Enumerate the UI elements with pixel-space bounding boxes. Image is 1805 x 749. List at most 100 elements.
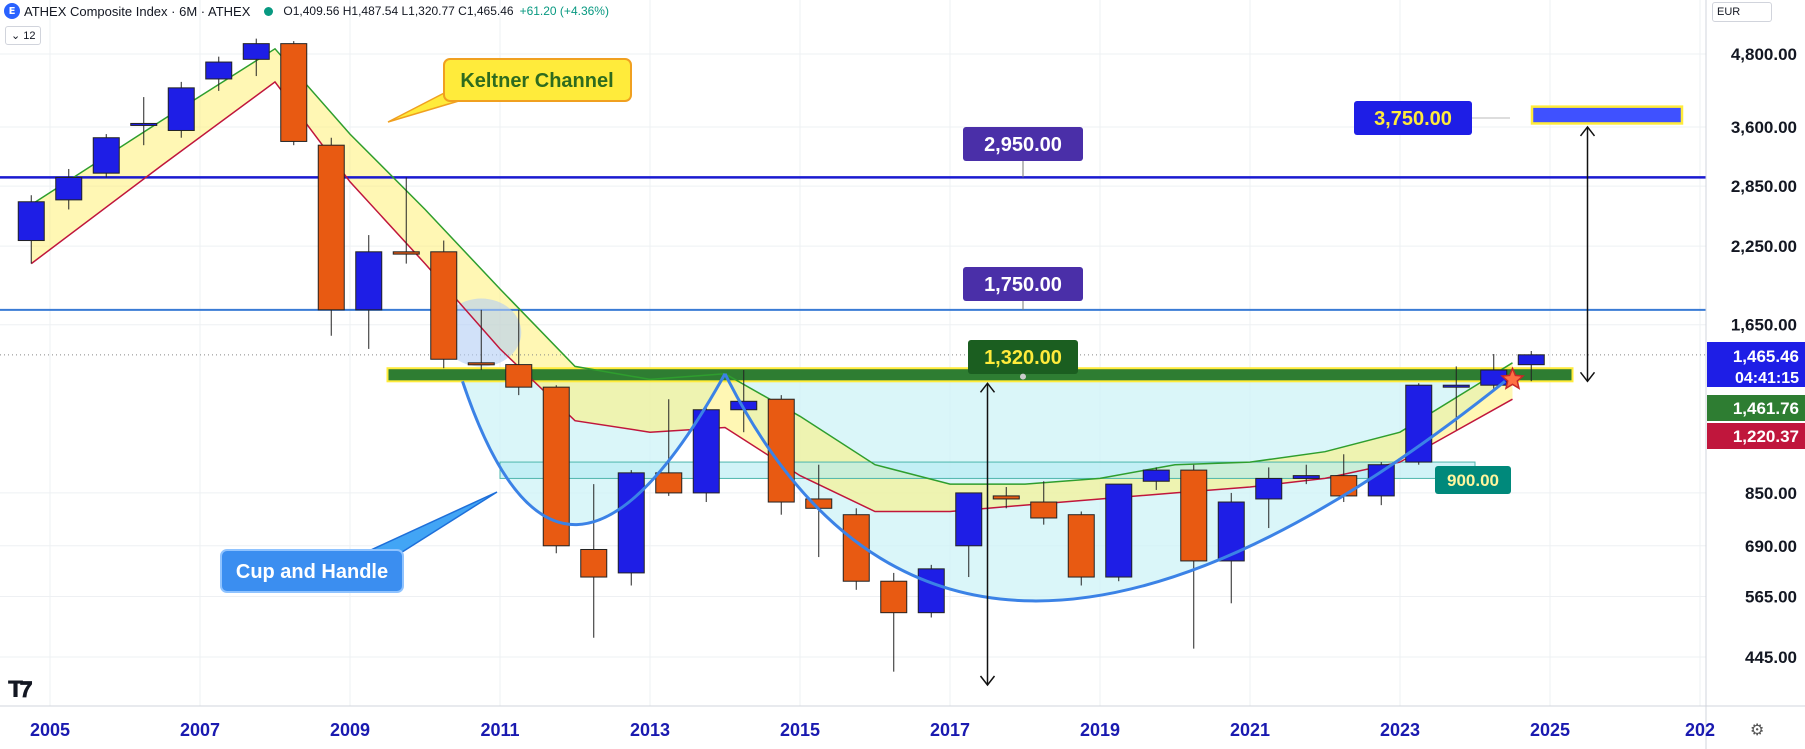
candle — [917, 564, 945, 618]
callout-box — [220, 549, 404, 593]
arrow-head-down — [979, 675, 996, 687]
price-tag-text: 1,465.46 — [1733, 347, 1799, 366]
candle — [580, 484, 608, 638]
candle-body — [355, 251, 383, 311]
candle — [55, 168, 83, 210]
candle — [1480, 354, 1508, 392]
x-tick-label: 2019 — [1080, 720, 1120, 740]
level-label-text: 2,950.00 — [984, 134, 1062, 156]
level-label-box — [1354, 101, 1472, 135]
candle — [17, 195, 45, 264]
x-tick-label: 2023 — [1380, 720, 1420, 740]
candle — [1030, 481, 1058, 525]
candle — [130, 97, 158, 146]
cup-right-curve — [723, 373, 1506, 603]
y-tick-label: 2,250.00 — [1731, 237, 1797, 256]
level-label-text: 1,750.00 — [984, 274, 1062, 296]
candle — [767, 395, 795, 515]
label-900: 900.00 — [1435, 466, 1511, 494]
candle — [1142, 467, 1170, 490]
candle-body — [917, 568, 945, 614]
level-label-text: 3,750.00 — [1374, 108, 1452, 130]
interval-value: 12 — [23, 29, 36, 42]
candle — [655, 399, 683, 496]
y-tick-label: 690.00 — [1745, 537, 1797, 556]
price-tag-text: 1,220.37 — [1733, 427, 1799, 446]
candle-body — [1517, 354, 1545, 366]
level-label-text: 900.00 — [1447, 471, 1499, 490]
currency-selector[interactable]: EUR — [1712, 2, 1772, 22]
gear-icon[interactable]: ⚙ — [1750, 720, 1765, 739]
candle-body — [1367, 464, 1395, 497]
candle — [505, 309, 533, 396]
x-tick-label: 2005 — [30, 720, 70, 740]
candle — [880, 572, 908, 672]
candle — [1517, 351, 1545, 382]
candle — [242, 38, 270, 77]
candle — [1105, 483, 1133, 582]
candle — [955, 492, 983, 578]
candle — [167, 81, 195, 138]
candle-body — [1067, 514, 1095, 578]
y-tick-label: 4,800.00 — [1731, 45, 1797, 64]
candle — [542, 385, 570, 554]
arrow-head-up — [979, 382, 996, 393]
candle-body — [167, 87, 195, 131]
label-1750: 1,750.00 — [963, 267, 1083, 301]
keltner-lower-line — [30, 80, 1513, 513]
market-status-icon — [264, 6, 274, 16]
candle — [355, 235, 383, 349]
candle — [317, 137, 345, 336]
candle-body — [55, 176, 83, 201]
candle-body — [17, 201, 45, 242]
price-tag-keltner-lower: 1,220.37 — [1707, 423, 1805, 449]
candle — [392, 177, 420, 264]
candle-body — [617, 472, 645, 574]
level-label-box — [963, 267, 1083, 301]
measure-arrow-cup-depth — [979, 382, 996, 687]
candle-body — [317, 144, 345, 311]
candle-body — [655, 472, 683, 494]
callout-text: Keltner Channel — [460, 70, 613, 92]
candle-body — [92, 137, 120, 174]
candle-body — [1180, 469, 1208, 562]
candle — [430, 240, 458, 369]
x-tick-label: 2017 — [930, 720, 970, 740]
interval-selector[interactable]: ⌄ 12 — [5, 26, 42, 45]
label-2950: 2,950.00 — [963, 127, 1083, 161]
price-tag-text: 1,461.76 — [1733, 399, 1799, 418]
price-tag-keltner-upper: 1,461.76 — [1707, 395, 1805, 421]
label-3750: 3,750.00 — [1354, 101, 1472, 135]
candle — [92, 134, 120, 178]
candle-body — [767, 398, 795, 503]
tradingview-logo-icon[interactable]: T𝟕 — [8, 678, 32, 703]
candle-body — [955, 492, 983, 547]
y-tick-label: 3,600.00 — [1731, 118, 1797, 137]
candle-body — [1442, 384, 1470, 388]
x-tick-label: 2007 — [180, 720, 220, 740]
callout-text: Cup and Handle — [236, 561, 388, 583]
candle-body — [992, 495, 1020, 500]
candle — [280, 41, 308, 146]
x-tick-label: 2025 — [1530, 720, 1570, 740]
x-tick-label: 2021 — [1230, 720, 1270, 740]
ohlc-values: O1,409.56 H1,487.54 L1,320.77 C1,465.46 — [283, 4, 514, 18]
arrow-head-up — [1579, 125, 1596, 137]
breakout-star-icon — [1500, 366, 1525, 390]
change-value: +61.20 (+4.36%) — [519, 4, 609, 18]
x-tick-label: 2009 — [330, 720, 370, 740]
candle — [692, 405, 720, 503]
arrow-head-down — [1579, 371, 1596, 383]
measure-arrow-target — [1579, 125, 1596, 383]
label-1320: 1,320.00 — [968, 340, 1078, 374]
chart-header: E ATHEX Composite Index · 6M · ATHEX O1,… — [0, 0, 609, 22]
candle-body — [1330, 475, 1358, 497]
candle — [1067, 511, 1095, 586]
candle-body — [580, 548, 608, 578]
symbol-title[interactable]: ATHEX Composite Index · 6M · ATHEX — [24, 3, 251, 19]
candle — [992, 487, 1020, 509]
level-label-box — [1435, 466, 1511, 494]
plot-area: 2,950.00 1,750.00 1,320.00 900.00 3,750.00 Ke… — [0, 0, 1706, 706]
callout-keltner-channel: Keltner Channel — [387, 58, 632, 123]
